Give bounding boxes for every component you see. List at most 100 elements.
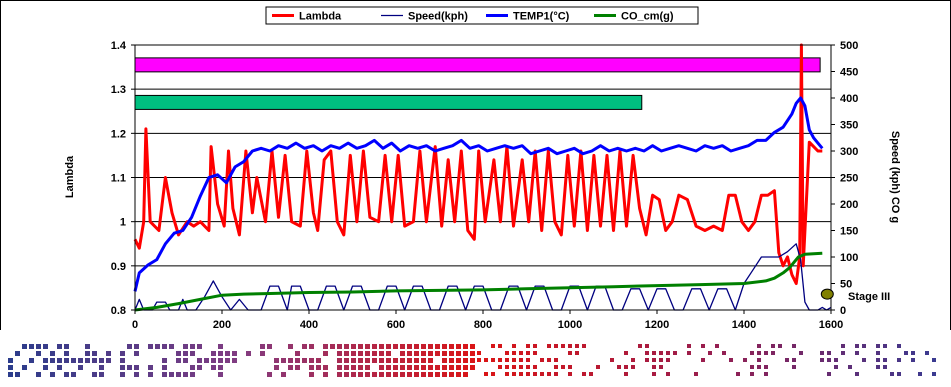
banner-pixel: [491, 372, 495, 376]
marker-point: [820, 288, 834, 300]
banner-pixel: [407, 344, 412, 349]
banner-pixel: [421, 365, 426, 370]
banner-pixel: [92, 351, 97, 356]
banner-pixel: [232, 351, 237, 356]
banner-pixel: [456, 365, 461, 370]
banner-pixel: [883, 358, 887, 362]
banner-pixel: [435, 344, 440, 349]
banner-pixel: [428, 351, 433, 356]
banner-pixel: [659, 365, 663, 369]
banner-pixel: [365, 358, 370, 363]
banner-pixel: [36, 344, 41, 349]
banner-pixel: [386, 372, 391, 377]
banner-pixel: [750, 351, 754, 355]
stage-iii-annotation: Stage III: [848, 291, 890, 303]
banner-pixel: [750, 372, 754, 376]
banner-pixel: [568, 344, 572, 348]
banner-pixel: [442, 358, 447, 363]
banner-pixel: [652, 351, 656, 355]
banner-pixel: [379, 372, 384, 377]
banner-pixel: [421, 358, 426, 363]
x-tick-label: 600: [387, 319, 405, 330]
banner-pixel: [351, 344, 356, 349]
banner-pixel: [645, 344, 649, 348]
banner-pixel: [393, 358, 398, 363]
banner-pixel: [526, 372, 530, 376]
banner-pixel: [50, 351, 55, 356]
legend-box: [265, 6, 699, 25]
banner-pixel: [323, 372, 328, 377]
banner-pixel: [750, 365, 754, 369]
banner-pixel: [463, 351, 468, 356]
banner-pixel: [582, 372, 586, 376]
banner-pixel: [176, 351, 181, 356]
banner-pixel: [211, 351, 216, 356]
banner-pixel: [232, 358, 237, 363]
x-tick-label: 400: [300, 319, 318, 330]
y-right-tick-label: 50: [840, 279, 852, 291]
banner-pixel: [92, 372, 97, 377]
y-left-tick-label: 0.9: [111, 261, 126, 273]
banner-pixel: [162, 365, 167, 370]
series-line-lambda: [133, 43, 823, 285]
banner-pixel: [351, 351, 356, 356]
banner-pixel: [596, 365, 600, 369]
banner-pixel: [400, 365, 405, 370]
banner-pixel: [211, 365, 216, 370]
banner-pixel: [372, 372, 377, 377]
banner-pixel: [85, 358, 90, 363]
banner-pixel: [92, 358, 97, 363]
banner-pixel: [183, 372, 188, 377]
banner-pixel: [134, 344, 139, 349]
banner-pixel: [624, 372, 628, 376]
banner-pixel: [764, 351, 768, 355]
banner-pixel: [281, 372, 286, 377]
banner-pixel: [358, 365, 363, 370]
banner-pixel: [162, 358, 167, 363]
banner-pixel: [533, 344, 537, 348]
banner-pixel: [57, 358, 62, 363]
banner-pixel: [820, 351, 824, 355]
banner-pixel: [295, 365, 300, 370]
banner-pixel: [645, 358, 649, 362]
banner-pixel: [8, 365, 13, 370]
banner-pixel: [540, 358, 544, 362]
banner-pixel: [323, 365, 328, 370]
banner-pixel: [393, 344, 398, 349]
banner-pixel: [631, 365, 635, 369]
banner-pixel: [547, 344, 551, 348]
banner-pixel: [617, 365, 621, 369]
banner-pixel: [407, 372, 412, 377]
banner-pixel: [533, 365, 537, 369]
x-tick-label: 1600: [819, 319, 843, 330]
banner-pixel: [638, 344, 642, 348]
banner-pixel: [337, 358, 342, 363]
banner-pixel: [652, 372, 656, 376]
banner-pixel: [134, 372, 139, 377]
banner-pixel: [792, 344, 796, 348]
banner-pixel: [316, 365, 321, 370]
banner-pixel: [449, 351, 454, 356]
banner-pixel: [526, 358, 530, 362]
banner-pixel: [694, 372, 698, 376]
banner-pixel: [554, 372, 558, 376]
legend-entry-label: Speed(kph): [408, 11, 468, 23]
banner-pixel: [302, 344, 307, 349]
banner-pixel: [22, 365, 27, 370]
banner-pixel: [218, 344, 223, 349]
banner-pixel: [463, 344, 468, 349]
banner-pixel: [99, 358, 104, 363]
x-tick-label: 200: [213, 319, 231, 330]
stage-bar-1: [134, 57, 821, 73]
banner-pixel: [190, 372, 195, 377]
banner-pixel: [890, 372, 894, 376]
banner-pixel: [22, 344, 27, 349]
banner-pixel: [183, 344, 188, 349]
banner-pixel: [421, 344, 426, 349]
banner-pixel: [792, 358, 796, 362]
y-right-tick-label: 300: [840, 146, 858, 158]
banner-pixel: [351, 372, 356, 377]
banner-pixel: [197, 358, 202, 363]
banner-pixel: [407, 365, 412, 370]
banner-pixel: [43, 365, 48, 370]
